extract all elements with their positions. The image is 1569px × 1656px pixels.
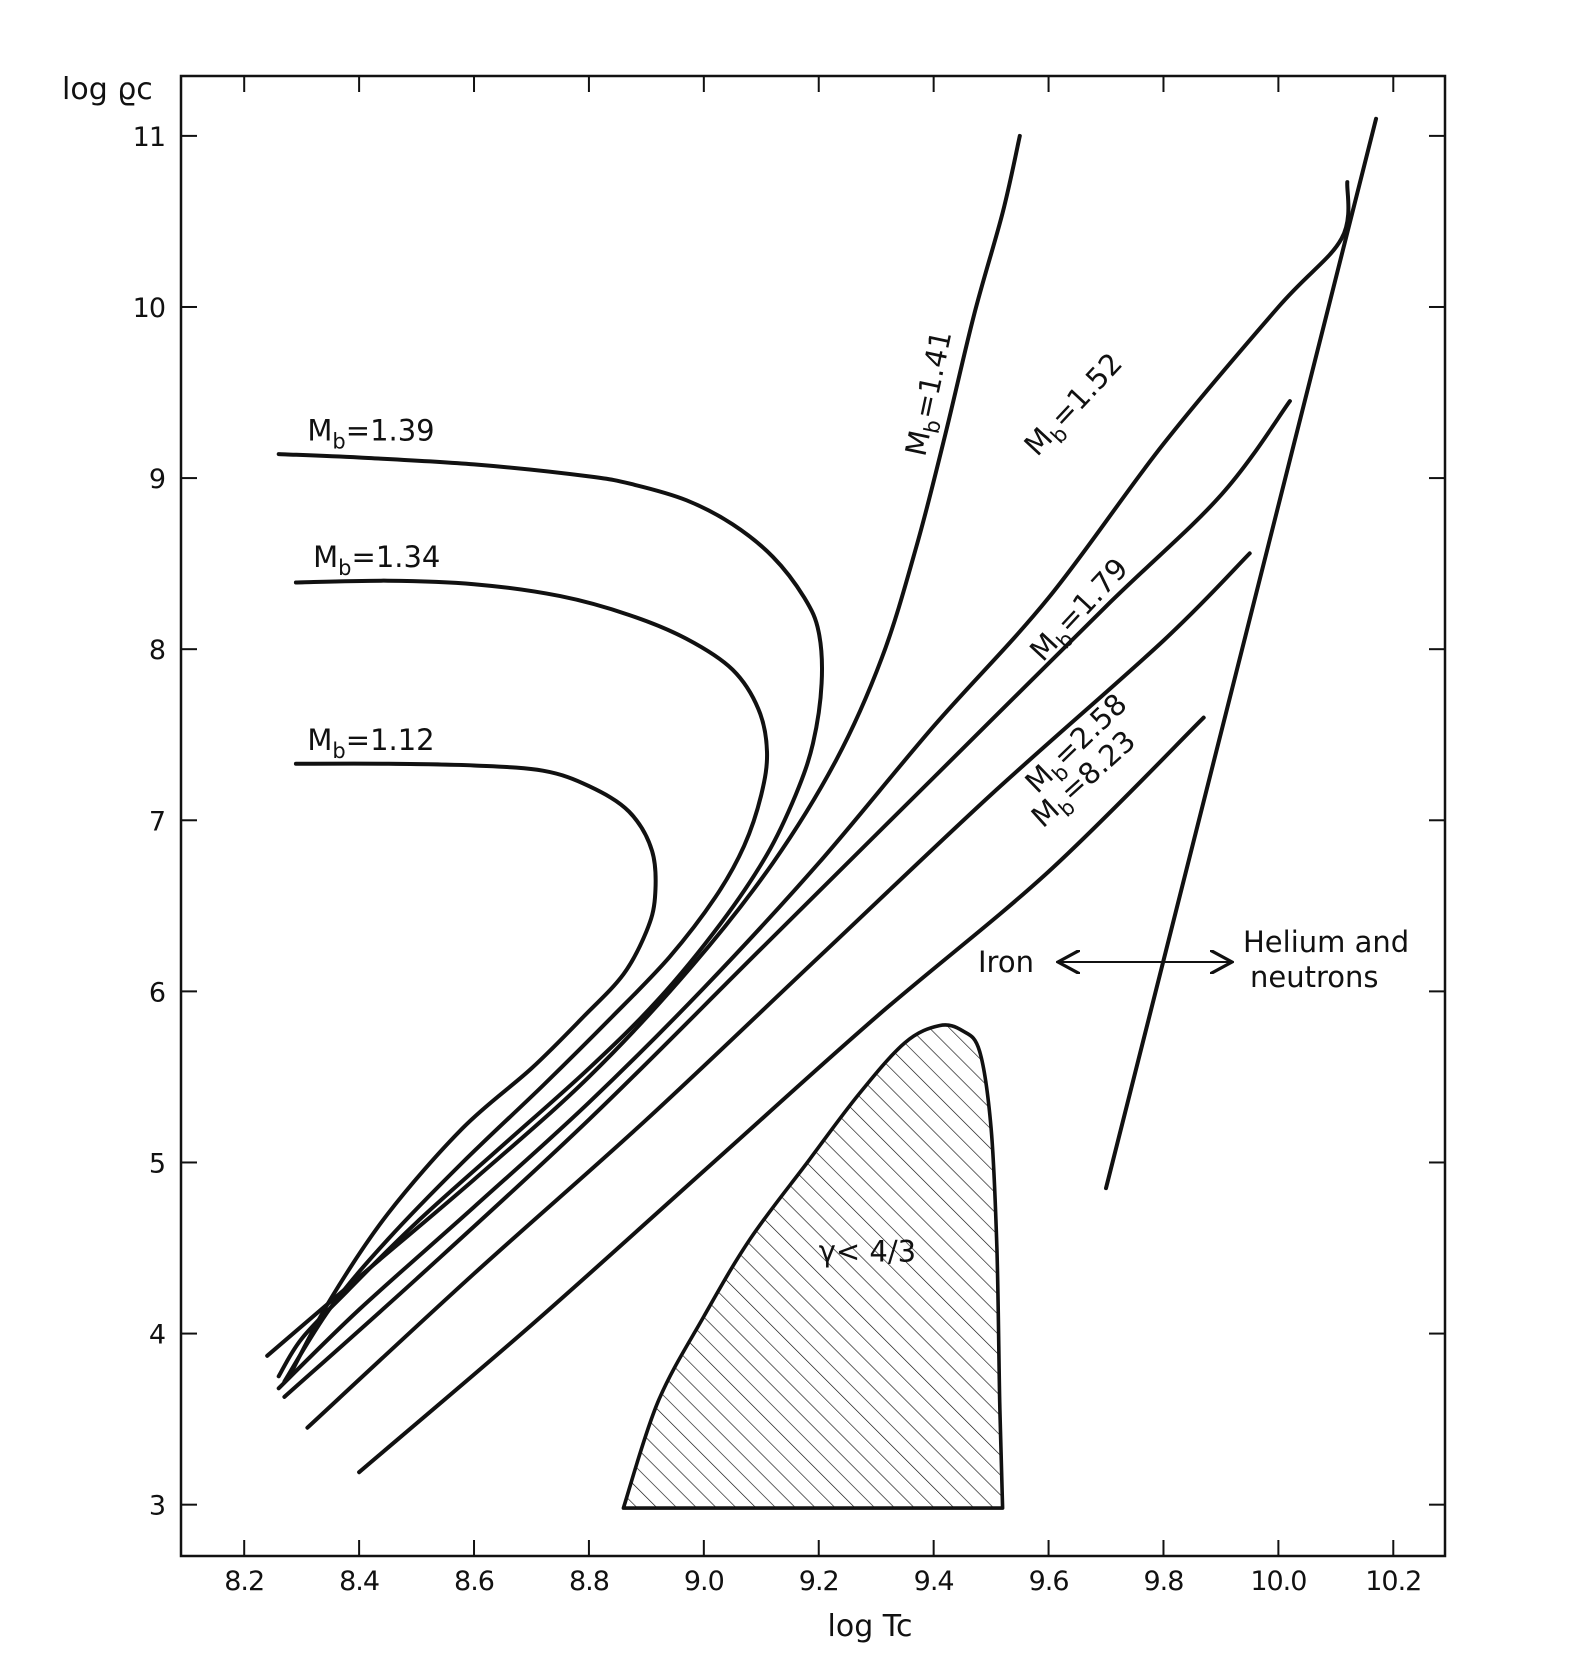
x-tick-label: 8.8: [569, 1566, 609, 1597]
x-tick-label: 9.0: [684, 1566, 724, 1597]
series-layer: [265, 116, 1379, 1475]
curve-label-sub: b: [332, 739, 345, 763]
x-tick-label: 8.2: [224, 1566, 264, 1597]
curve-label-mb112: Mb=1.12: [307, 723, 434, 763]
series-mb112: [288, 761, 658, 1377]
curve-label-mb134: Mb=1.34: [313, 540, 440, 580]
y-tick-label: 3: [149, 1491, 165, 1522]
series-mb823: [357, 715, 1206, 1475]
curve-label-mb139: Mb=1.39: [307, 413, 434, 453]
curve-label-main: M: [307, 723, 332, 757]
curve-label-value: =1.12: [346, 723, 435, 757]
gamma-region-label: γ< 4/3: [819, 1235, 916, 1269]
series-mb134: [282, 578, 770, 1384]
y-axis-title: log ϱc: [62, 72, 153, 107]
curve-label-main: M: [313, 540, 338, 574]
y-tick-label: 11: [133, 122, 165, 153]
x-tick-label: 9.2: [799, 1566, 839, 1597]
x-tick-label: 8.4: [339, 1566, 379, 1597]
series-mb258: [305, 551, 1252, 1430]
x-axis-title: log Tc: [828, 1609, 913, 1644]
y-tick-label: 5: [149, 1148, 165, 1179]
curve-label-value: =1.34: [352, 540, 441, 574]
y-axis: 3 4 5 6 7 8 9 10 11: [133, 122, 1445, 1522]
x-tick-label: 9.6: [1029, 1566, 1069, 1597]
region-layer: γ< 4/3: [621, 1023, 1005, 1510]
curve-label-sub: b: [338, 556, 351, 580]
y-tick-label: 10: [133, 293, 165, 324]
curve-label-value: =1.39: [346, 413, 435, 447]
plot-frame: [179, 74, 1447, 1558]
x-tick-label: 10.2: [1365, 1566, 1421, 1597]
curve-label-mb179: Mb=1.79: [1023, 551, 1139, 671]
annotation-iron: Iron: [978, 945, 1034, 979]
series-mb139: [276, 452, 824, 1379]
x-tick-label: 9.4: [914, 1566, 954, 1597]
x-tick-label: 10.0: [1250, 1566, 1306, 1597]
y-tick-label: 7: [149, 806, 165, 837]
series-mb179: [282, 399, 1292, 1399]
series-mb152: [276, 180, 1351, 1391]
x-tick-label: 9.8: [1143, 1566, 1183, 1597]
y-tick-label: 8: [149, 635, 165, 666]
gamma-region: [621, 1023, 1005, 1510]
curve-label-main: M: [307, 413, 332, 447]
x-axis: 8.2 8.4 8.6 8.8 9.0 9.2 9.4 9.6 9.8 10.0 10.2: [224, 76, 1422, 1597]
y-tick-label: 4: [149, 1320, 165, 1351]
curve-label-value: =1.52: [1043, 346, 1128, 434]
curve-label-mb152: Mb=1.52: [1017, 346, 1133, 466]
x-tick-label: 8.6: [454, 1566, 494, 1597]
y-tick-label: 6: [149, 977, 165, 1008]
annotation-helium-line1: Helium and: [1243, 925, 1409, 959]
curve-label-value: =1.79: [1049, 551, 1134, 639]
y-tick-label: 9: [149, 464, 165, 495]
series-boundary: [1104, 116, 1379, 1191]
curve-label-sub: b: [332, 429, 345, 453]
annotation-helium-line2: neutrons: [1250, 960, 1379, 994]
curve-label-sub: b: [919, 418, 945, 436]
series-mb141: [265, 133, 1022, 1358]
